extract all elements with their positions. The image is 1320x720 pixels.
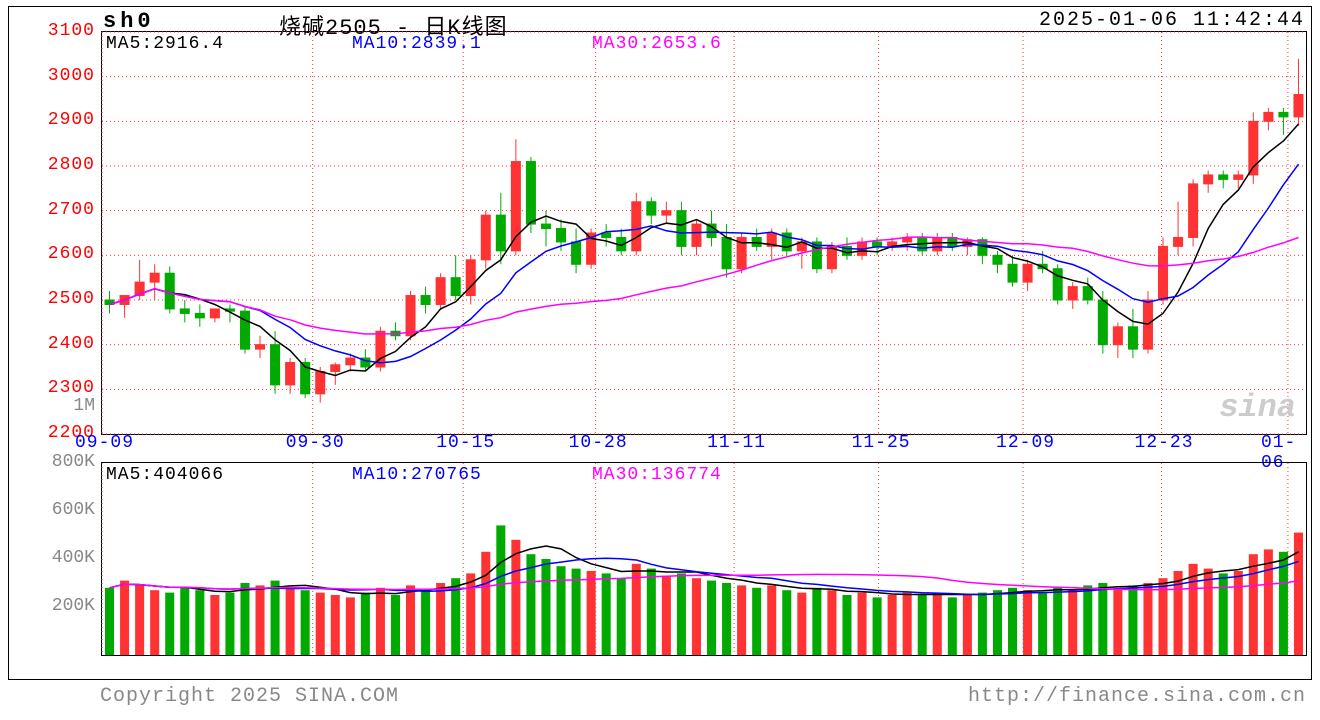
x-axis-tick: 11-25 [852, 433, 911, 453]
price-chart-area[interactable]: MA5:2916.4MA10:2839.1MA30:2653.6 sina [101, 31, 1307, 435]
price-y-axis: 2200230024002500260027002800290030003100… [9, 31, 99, 433]
copyright-text: Copyright 2025 SINA.COM [100, 685, 399, 708]
x-axis-tick: 09-30 [286, 433, 345, 453]
price-svg [102, 32, 1306, 434]
volume-y-tick: 400K [52, 548, 95, 568]
volume-y-tick: 600K [52, 500, 95, 520]
price-ma-legend: MA5:2916.4 MA10:2839.1 MA30:2653.6 [102, 32, 1306, 56]
price-y-tick: 2800 [48, 155, 95, 175]
x-axis-tick: 12-09 [996, 433, 1055, 453]
price-y-tick: 3100 [48, 21, 95, 41]
volume-y-axis: 200K400K600K800K [9, 462, 99, 654]
price-y-tick: 2700 [48, 200, 95, 220]
price-y-tick: 2500 [48, 289, 95, 309]
price-y-tick: 2400 [48, 334, 95, 354]
x-axis-tick: 09-09 [75, 433, 134, 453]
site-url: http://finance.sina.com.cn [968, 685, 1306, 708]
x-axis-tick: 10-15 [436, 433, 495, 453]
volume-y-tick: 800K [52, 452, 95, 472]
chart-header: sh0 烧碱2505 - 日K线图 2025-01-06 11:42:44 [9, 7, 1311, 31]
chart-timestamp: 2025-01-06 11:42:44 [1039, 9, 1305, 32]
price-ma-label: MA10:2839.1 [352, 34, 482, 54]
volume-ma-label: MA30:136774 [592, 465, 722, 485]
volume-ma-legend: MA5:404066 MA10:270765 MA30:136774 [102, 463, 1306, 487]
chart-frame: sh0 烧碱2505 - 日K线图 2025-01-06 11:42:44 22… [8, 6, 1312, 680]
volume-chart-area[interactable]: MA5:404066 MA10:270765 MA30:136774 [101, 462, 1307, 656]
price-y-tick: 2900 [48, 110, 95, 130]
volume-ma-label: MA5:404066 [106, 465, 224, 485]
price-ma-label: MA30:2653.6 [592, 34, 722, 54]
x-axis: 09-0909-3010-1510-2811-1111-2512-0912-23… [101, 433, 1305, 455]
volume-y-tick: 200K [52, 596, 95, 616]
price-1m-label: 1M [73, 396, 95, 416]
price-ma-label: MA5:2916.4 [106, 34, 224, 54]
volume-ma-label: MA10:270765 [352, 465, 482, 485]
price-y-tick: 2600 [48, 244, 95, 264]
volume-svg [102, 463, 1306, 655]
price-y-tick: 3000 [48, 66, 95, 86]
x-axis-tick: 11-11 [707, 433, 766, 453]
x-axis-tick: 10-28 [569, 433, 628, 453]
x-axis-tick: 12-23 [1135, 433, 1194, 453]
